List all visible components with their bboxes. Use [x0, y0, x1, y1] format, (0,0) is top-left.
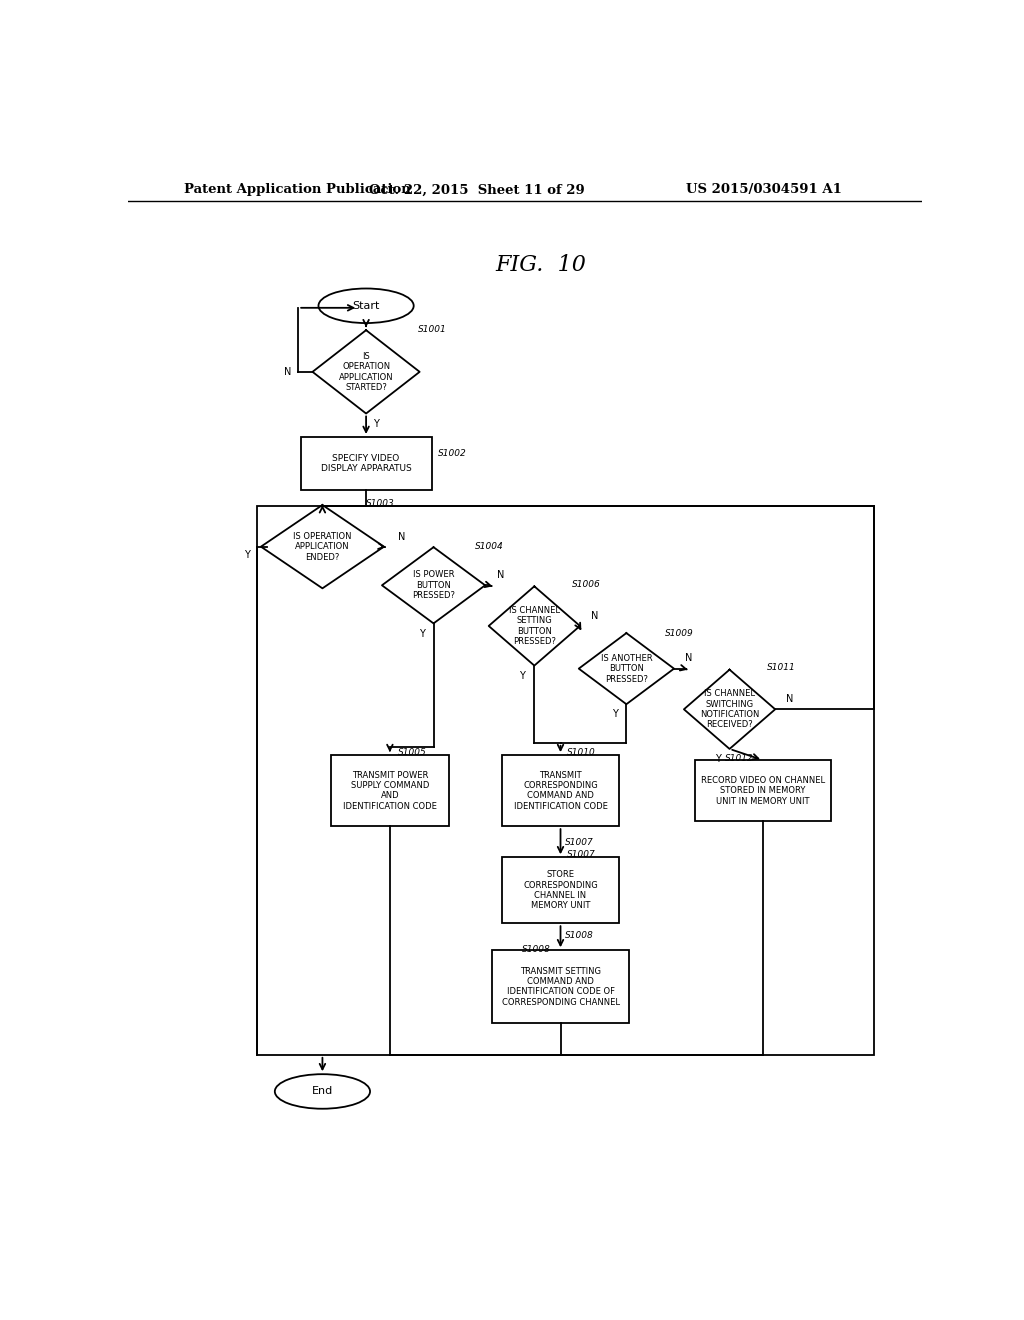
Bar	[502, 755, 620, 826]
Bar	[493, 950, 629, 1023]
Text: Y: Y	[519, 671, 525, 681]
Text: STORE
CORRESPONDING
CHANNEL IN
MEMORY UNIT: STORE CORRESPONDING CHANNEL IN MEMORY UN…	[523, 870, 598, 911]
Text: IS CHANNEL
SETTING
BUTTON
PRESSED?: IS CHANNEL SETTING BUTTON PRESSED?	[509, 606, 560, 645]
Text: End: End	[311, 1086, 333, 1097]
Text: N: N	[785, 694, 794, 704]
Text: N: N	[685, 653, 692, 664]
Text: Y: Y	[419, 628, 425, 639]
Text: S1012: S1012	[725, 754, 754, 763]
Bar	[694, 760, 831, 821]
Text: N: N	[285, 367, 292, 376]
Text: Y: Y	[374, 418, 379, 429]
Text: N: N	[591, 611, 598, 620]
Bar	[301, 437, 431, 490]
Text: S1005: S1005	[397, 748, 427, 758]
Text: S1004: S1004	[475, 543, 504, 552]
Text: N: N	[498, 570, 505, 579]
Text: TRANSMIT SETTING
COMMAND AND
IDENTIFICATION CODE OF
CORRESPONDING CHANNEL: TRANSMIT SETTING COMMAND AND IDENTIFICAT…	[502, 966, 620, 1007]
Text: S1008: S1008	[564, 932, 593, 940]
Text: S1003: S1003	[367, 499, 395, 508]
Text: S1011: S1011	[767, 663, 796, 672]
Text: S1009: S1009	[666, 628, 694, 638]
Text: RECORD VIDEO ON CHANNEL
STORED IN MEMORY
UNIT IN MEMORY UNIT: RECORD VIDEO ON CHANNEL STORED IN MEMORY…	[700, 776, 825, 805]
Text: IS OPERATION
APPLICATION
ENDED?: IS OPERATION APPLICATION ENDED?	[293, 532, 351, 561]
Text: IS CHANNEL
SWITCHING
NOTIFICATION
RECEIVED?: IS CHANNEL SWITCHING NOTIFICATION RECEIV…	[699, 689, 759, 730]
Text: S1010: S1010	[567, 748, 596, 758]
Text: TRANSMIT POWER
SUPPLY COMMAND
AND
IDENTIFICATION CODE: TRANSMIT POWER SUPPLY COMMAND AND IDENTI…	[343, 771, 437, 810]
Text: S1002: S1002	[437, 449, 466, 458]
Text: Patent Application Publication: Patent Application Publication	[183, 183, 411, 197]
Text: SPECIFY VIDEO
DISPLAY APPARATUS: SPECIFY VIDEO DISPLAY APPARATUS	[321, 454, 412, 473]
Text: S1008: S1008	[522, 945, 551, 953]
Text: TRANSMIT
CORRESPONDING
COMMAND AND
IDENTIFICATION CODE: TRANSMIT CORRESPONDING COMMAND AND IDENT…	[514, 771, 607, 810]
Bar	[502, 857, 620, 923]
Text: US 2015/0304591 A1: US 2015/0304591 A1	[686, 183, 842, 197]
Text: S1006: S1006	[572, 579, 601, 589]
Text: IS POWER
BUTTON
PRESSED?: IS POWER BUTTON PRESSED?	[412, 570, 455, 601]
Bar	[257, 506, 873, 1055]
Text: Oct. 22, 2015  Sheet 11 of 29: Oct. 22, 2015 Sheet 11 of 29	[370, 183, 585, 197]
Text: FIG.  10: FIG. 10	[496, 255, 586, 276]
Text: S1001: S1001	[418, 325, 446, 334]
Text: N: N	[397, 532, 406, 541]
Text: Y: Y	[715, 754, 721, 764]
Text: IS
OPERATION
APPLICATION
STARTED?: IS OPERATION APPLICATION STARTED?	[339, 351, 393, 392]
Text: Start: Start	[352, 301, 380, 310]
Text: Y: Y	[244, 550, 250, 560]
Text: S1007: S1007	[564, 838, 593, 847]
Text: Y: Y	[611, 709, 617, 719]
Text: IS ANOTHER
BUTTON
PRESSED?: IS ANOTHER BUTTON PRESSED?	[600, 653, 652, 684]
Bar	[331, 755, 449, 826]
Text: S1007: S1007	[567, 850, 596, 859]
